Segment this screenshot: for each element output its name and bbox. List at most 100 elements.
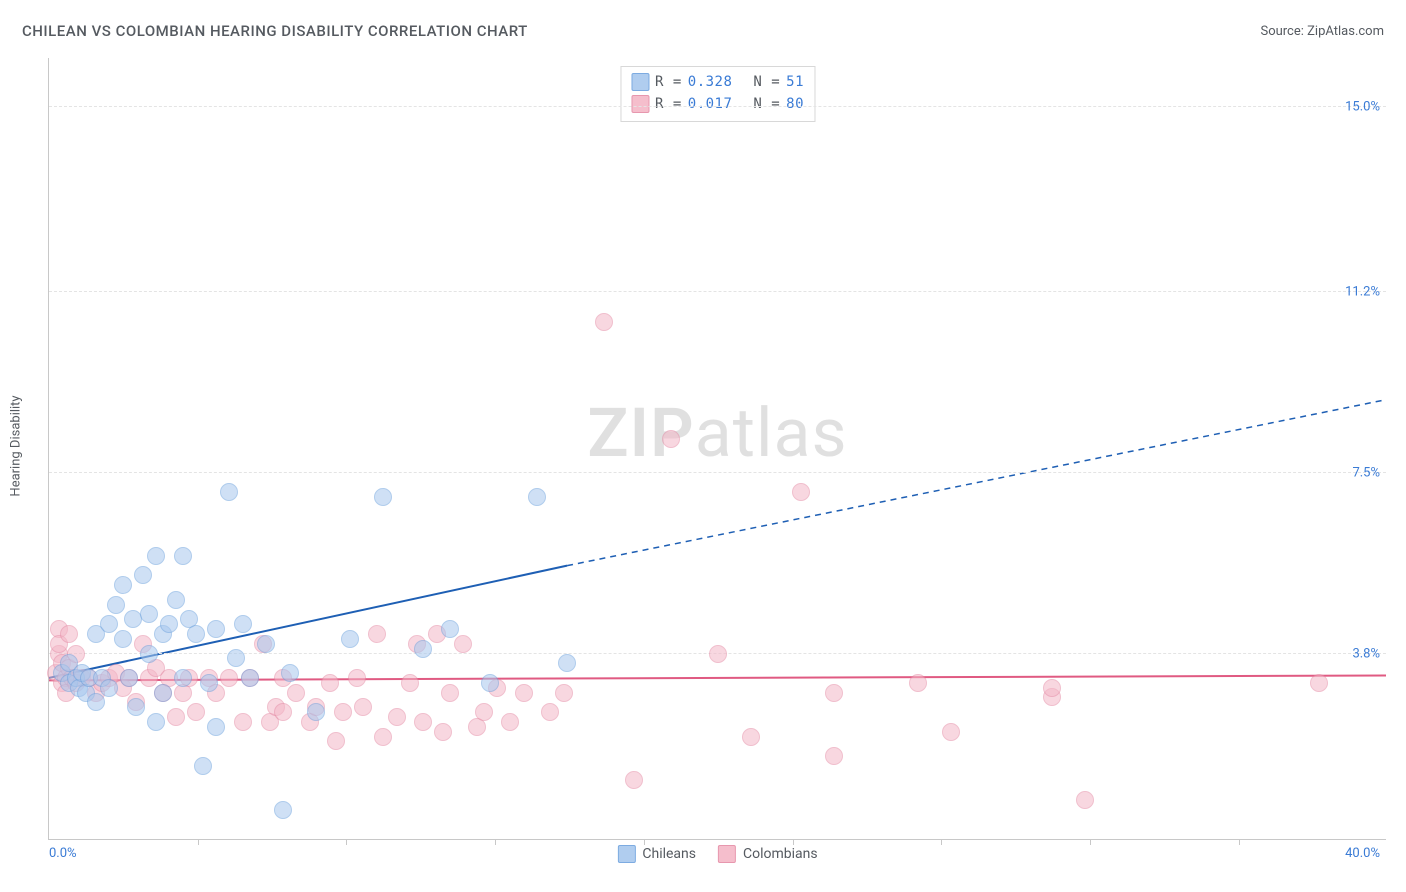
source-attribution: Source: ZipAtlas.com bbox=[1260, 24, 1384, 39]
scatter-point-chileans bbox=[107, 596, 125, 614]
scatter-point-colombians bbox=[434, 723, 452, 741]
scatter-point-chileans bbox=[114, 576, 132, 594]
scatter-point-chileans bbox=[194, 757, 212, 775]
scatter-point-colombians bbox=[368, 625, 386, 643]
x-tick bbox=[495, 839, 496, 845]
x-tick bbox=[793, 839, 794, 845]
r-value-colombians: 0.017 bbox=[688, 93, 733, 115]
series-legend: Chileans Colombians bbox=[617, 845, 817, 863]
scatter-point-chileans bbox=[441, 620, 459, 638]
scatter-point-chileans bbox=[481, 674, 499, 692]
scatter-point-colombians bbox=[1310, 674, 1328, 692]
y-tick-label: 15.0% bbox=[1345, 99, 1380, 114]
scatter-point-colombians bbox=[388, 708, 406, 726]
scatter-point-colombians bbox=[187, 703, 205, 721]
scatter-point-colombians bbox=[825, 684, 843, 702]
scatter-point-colombians bbox=[541, 703, 559, 721]
scatter-point-colombians bbox=[1043, 679, 1061, 697]
y-tick-label: 11.2% bbox=[1345, 285, 1380, 300]
n-value-colombians: 80 bbox=[786, 93, 804, 115]
scatter-point-colombians bbox=[348, 669, 366, 687]
scatter-point-colombians bbox=[595, 313, 613, 331]
scatter-point-chileans bbox=[147, 713, 165, 731]
scatter-point-chileans bbox=[124, 610, 142, 628]
scatter-point-colombians bbox=[334, 703, 352, 721]
scatter-point-colombians bbox=[515, 684, 533, 702]
scatter-point-chileans bbox=[234, 615, 252, 633]
gridline bbox=[49, 472, 1386, 473]
scatter-point-colombians bbox=[327, 732, 345, 750]
n-value-chileans: 51 bbox=[786, 71, 804, 93]
scatter-point-colombians bbox=[792, 483, 810, 501]
scatter-point-chileans bbox=[87, 693, 105, 711]
scatter-point-chileans bbox=[341, 630, 359, 648]
x-tick bbox=[1090, 839, 1091, 845]
scatter-point-chileans bbox=[200, 674, 218, 692]
scatter-point-chileans bbox=[100, 679, 118, 697]
scatter-point-colombians bbox=[441, 684, 459, 702]
r-value-chileans: 0.328 bbox=[688, 71, 733, 93]
scatter-point-chileans bbox=[281, 664, 299, 682]
x-tick bbox=[198, 839, 199, 845]
x-origin-label: 0.0% bbox=[49, 846, 77, 861]
scatter-point-chileans bbox=[187, 625, 205, 643]
scatter-point-chileans bbox=[140, 605, 158, 623]
scatter-point-chileans bbox=[528, 488, 546, 506]
scatter-point-colombians bbox=[909, 674, 927, 692]
scatter-point-colombians bbox=[662, 430, 680, 448]
scatter-point-colombians bbox=[374, 728, 392, 746]
r-label: R = bbox=[655, 93, 682, 115]
swatch-colombians-icon bbox=[631, 95, 649, 113]
gridline bbox=[49, 291, 1386, 292]
scatter-point-colombians bbox=[454, 635, 472, 653]
scatter-point-colombians bbox=[234, 713, 252, 731]
trend-line bbox=[567, 400, 1386, 566]
scatter-point-colombians bbox=[287, 684, 305, 702]
stats-row-colombians: R = 0.017 N = 80 bbox=[631, 93, 804, 115]
scatter-point-chileans bbox=[174, 669, 192, 687]
x-tick bbox=[1239, 839, 1240, 845]
n-label: N = bbox=[753, 71, 780, 93]
scatter-point-chileans bbox=[241, 669, 259, 687]
legend-item-colombians: Colombians bbox=[718, 845, 818, 863]
scatter-point-chileans bbox=[167, 591, 185, 609]
y-tick-label: 7.5% bbox=[1352, 465, 1380, 480]
y-axis-title: Hearing Disability bbox=[9, 395, 24, 496]
scatter-point-colombians bbox=[825, 747, 843, 765]
r-label: R = bbox=[655, 71, 682, 93]
scatter-point-colombians bbox=[942, 723, 960, 741]
scatter-point-colombians bbox=[354, 698, 372, 716]
scatter-point-chileans bbox=[257, 635, 275, 653]
scatter-point-chileans bbox=[174, 547, 192, 565]
scatter-point-colombians bbox=[401, 674, 419, 692]
scatter-point-chileans bbox=[374, 488, 392, 506]
scatter-point-colombians bbox=[709, 645, 727, 663]
y-tick-label: 3.8% bbox=[1352, 646, 1380, 661]
scatter-point-colombians bbox=[321, 674, 339, 692]
scatter-point-colombians bbox=[220, 669, 238, 687]
scatter-point-chileans bbox=[127, 698, 145, 716]
scatter-point-chileans bbox=[227, 649, 245, 667]
legend-label-colombians: Colombians bbox=[743, 846, 818, 862]
scatter-point-colombians bbox=[274, 703, 292, 721]
scatter-point-colombians bbox=[60, 625, 78, 643]
scatter-point-colombians bbox=[555, 684, 573, 702]
chart-plot-area: ZIPatlas R = 0.328 N = 51 R = 0.017 N = … bbox=[48, 58, 1386, 840]
scatter-point-chileans bbox=[414, 640, 432, 658]
scatter-point-chileans bbox=[140, 645, 158, 663]
x-tick bbox=[346, 839, 347, 845]
x-max-label: 40.0% bbox=[1345, 846, 1380, 861]
scatter-point-colombians bbox=[501, 713, 519, 731]
scatter-point-colombians bbox=[414, 713, 432, 731]
swatch-chileans-icon bbox=[617, 845, 635, 863]
legend-label-chileans: Chileans bbox=[642, 846, 696, 862]
scatter-point-chileans bbox=[100, 615, 118, 633]
stats-row-chileans: R = 0.328 N = 51 bbox=[631, 71, 804, 93]
scatter-point-colombians bbox=[167, 708, 185, 726]
scatter-point-chileans bbox=[274, 801, 292, 819]
scatter-point-chileans bbox=[147, 547, 165, 565]
scatter-point-chileans bbox=[134, 566, 152, 584]
scatter-point-chileans bbox=[207, 620, 225, 638]
scatter-point-chileans bbox=[160, 615, 178, 633]
swatch-chileans-icon bbox=[631, 73, 649, 91]
